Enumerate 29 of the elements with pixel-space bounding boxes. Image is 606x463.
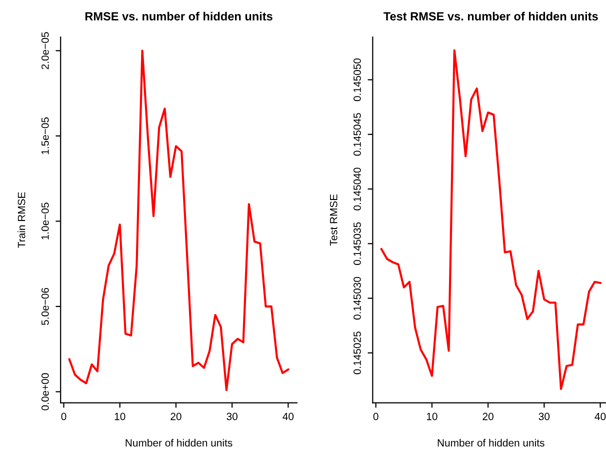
y-tick-label: 0.145045 — [354, 113, 361, 156]
x-tick-label: 0 — [61, 412, 66, 420]
y-tick-label: 0.145035 — [354, 222, 361, 265]
x-tick-label: 30 — [538, 412, 550, 420]
x-axis-title: Number of hidden units — [126, 438, 232, 447]
x-tick-label: 10 — [114, 412, 126, 420]
y-tick-label: 2.0e−05 — [41, 32, 49, 70]
y-tick-label: 1.5e−05 — [41, 117, 49, 154]
x-tick-label: 20 — [170, 412, 182, 420]
y-tick-label: 0.145030 — [354, 276, 361, 320]
line-series — [380, 49, 602, 390]
line-series — [68, 50, 290, 392]
x-tick-label: 20 — [482, 412, 494, 420]
y-tick-label: 0.145040 — [354, 168, 361, 210]
x-tick-label: 40 — [282, 412, 294, 420]
chart-title: RMSE vs. number of hidden units — [85, 12, 272, 20]
y-axis-title: Test RMSE — [330, 194, 338, 246]
y-tick-label: 0.145025 — [354, 332, 361, 374]
x-axis-title: Number of hidden units — [438, 438, 544, 447]
y-tick-label: 1.0e−05 — [41, 202, 49, 240]
x-tick-label: 0 — [373, 412, 378, 420]
y-tick-label: 0.145050 — [354, 58, 361, 102]
x-tick-label: 40 — [594, 412, 606, 420]
x-tick-label: 30 — [226, 412, 238, 420]
chart-title: Test RMSE vs. number of hidden units — [384, 12, 598, 20]
y-tick-label: 5.0e−06 — [41, 288, 49, 326]
y-axis-title: Train RMSE — [18, 192, 26, 248]
x-tick-label: 10 — [426, 412, 438, 420]
y-tick-label: 0.0e+00 — [41, 373, 49, 410]
